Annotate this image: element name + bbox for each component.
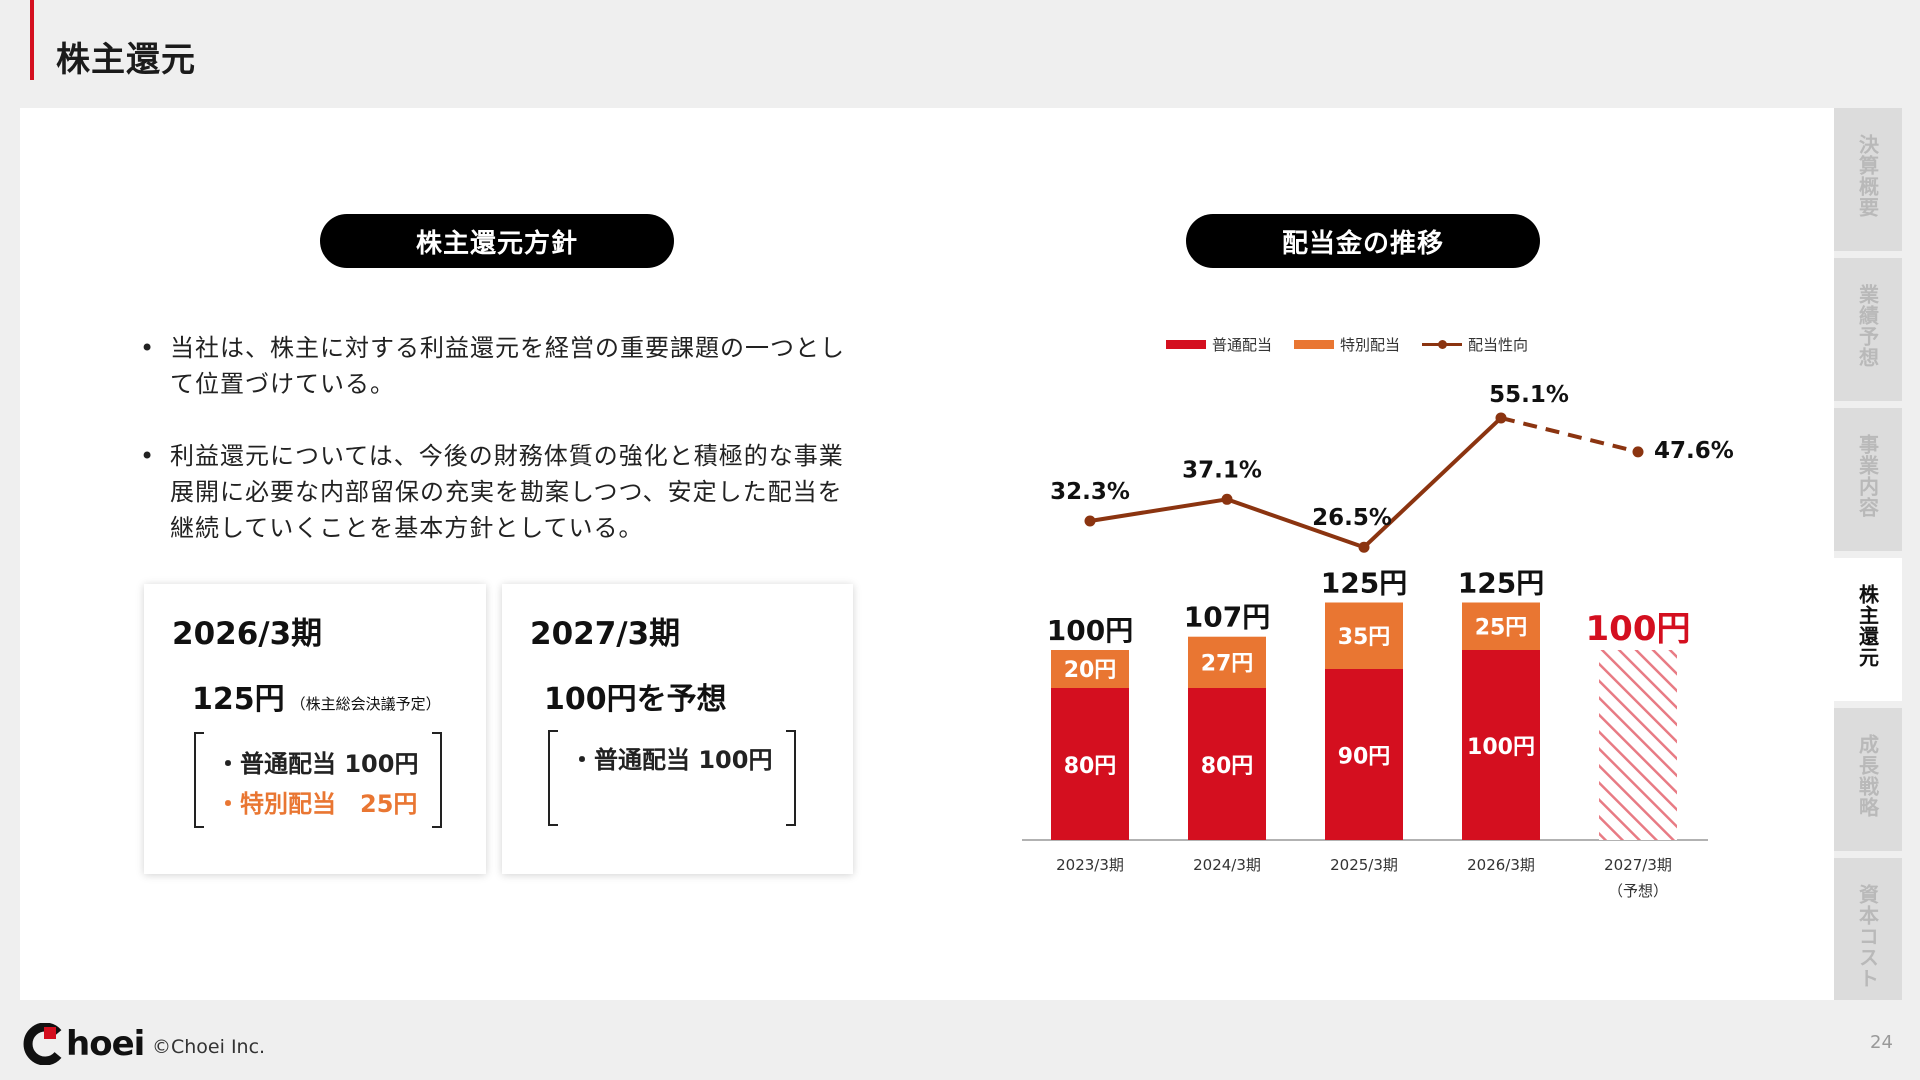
side-tab-summary[interactable]: 決算概要 xyxy=(1834,108,1902,251)
payout-label: 32.3% xyxy=(1050,479,1130,505)
legend-payout: 配当性向 xyxy=(1422,334,1528,355)
policy-bullet-text: 利益還元については、今後の財務体質の強化と積極的な事業展開に必要な内部留保の充実… xyxy=(170,442,844,542)
page-number: 24 xyxy=(1870,1032,1893,1053)
payout-line-forecast-segment xyxy=(1500,416,1639,454)
side-tab-forecast[interactable]: 業績予想 xyxy=(1834,258,1902,401)
side-tab-growth[interactable]: 成長戦略 xyxy=(1834,708,1902,851)
x-tick-label: 2027/3期 xyxy=(1604,856,1672,874)
legend-swatch-line xyxy=(1422,340,1463,349)
bar-total-label: 125円 xyxy=(1458,567,1544,600)
bullet-mark: • xyxy=(140,442,156,470)
payout-label: 47.6% xyxy=(1654,438,1734,464)
dividend-breakdown-bracket: ・普通配当 100円 ・特別配当 25円 xyxy=(194,732,442,828)
payout-point xyxy=(1632,446,1644,458)
payout-point xyxy=(1084,515,1096,527)
bar-ordinary-label: 90円 xyxy=(1338,745,1391,770)
payout-line-segment xyxy=(1226,497,1365,550)
side-tab-business[interactable]: 事業内容 xyxy=(1834,408,1902,551)
legend-special: 特別配当 xyxy=(1294,334,1400,355)
payout-point xyxy=(1221,493,1233,505)
bar-special xyxy=(1462,602,1540,650)
card-period-title: 2026/3期 xyxy=(172,616,323,652)
payout-label: 37.1% xyxy=(1182,457,1262,483)
dividend-card-2027: 2027/3期 100円を予想 ・普通配当 100円 xyxy=(502,584,853,874)
title-accent-bar xyxy=(30,0,34,80)
bar-special-label: 27円 xyxy=(1201,651,1254,676)
card-period-title: 2027/3期 xyxy=(530,616,681,652)
copyright: ©Choei Inc. xyxy=(152,1036,266,1058)
dividend-breakdown-bracket: ・普通配当 100円 xyxy=(548,730,796,826)
bar-ordinary xyxy=(1599,650,1677,840)
company-logo: hoei xyxy=(22,1022,145,1066)
dividend-card-2026: 2026/3期 125円 （株主総会決議予定） ・普通配当 100円 ・特別配当 … xyxy=(144,584,486,874)
bar-ordinary xyxy=(1051,688,1129,840)
ordinary-dividend-line: ・普通配当 100円 xyxy=(216,750,419,778)
bar-special-label: 20円 xyxy=(1064,658,1117,683)
payout-point xyxy=(1495,412,1507,424)
bar-total-label: 107円 xyxy=(1184,601,1270,634)
policy-bullet-list: • 当社は、株主に対する利益還元を経営の重要課題の一つとして位置づけている。 •… xyxy=(140,330,860,582)
side-tab-shareholder-return[interactable]: 株主還元 xyxy=(1834,558,1902,701)
bar-ordinary xyxy=(1462,650,1540,840)
bar-ordinary xyxy=(1188,688,1266,840)
payout-line-segment xyxy=(1362,416,1503,549)
payout-line-segment xyxy=(1089,497,1228,523)
card-amount-value: 125円 xyxy=(192,682,285,717)
policy-bullet-1: • 当社は、株主に対する利益還元を経営の重要課題の一つとして位置づけている。 xyxy=(140,330,860,402)
bar-special-label: 35円 xyxy=(1338,625,1391,650)
bar-special xyxy=(1325,602,1403,669)
bar-total-label: 100円 xyxy=(1047,614,1133,647)
policy-heading-pill: 株主還元方針 xyxy=(320,214,674,268)
bar-total-label: 125円 xyxy=(1321,567,1407,600)
logo-c-icon xyxy=(23,1023,62,1065)
legend-ordinary: 普通配当 xyxy=(1166,334,1272,355)
side-tab-capital-cost[interactable]: 資本コスト xyxy=(1834,858,1902,1000)
bar-ordinary-label: 80円 xyxy=(1064,754,1117,779)
bar-ordinary-label: 80円 xyxy=(1201,754,1254,779)
bar-ordinary xyxy=(1325,669,1403,840)
legend-swatch-red xyxy=(1166,340,1206,349)
x-tick-label: 2024/3期 xyxy=(1193,856,1261,874)
payout-point xyxy=(1358,541,1370,553)
payout-label: 26.5% xyxy=(1312,505,1392,531)
bar-special xyxy=(1051,650,1129,688)
payout-label: 55.1% xyxy=(1489,382,1569,408)
dividend-trend-heading-pill: 配当金の推移 xyxy=(1186,214,1540,268)
legend-label: 普通配当 xyxy=(1212,336,1273,354)
bar-ordinary-label: 100円 xyxy=(1467,735,1535,760)
card-dividend-amount: 125円 （株主総会決議予定） xyxy=(192,674,441,718)
legend-label: 配当性向 xyxy=(1468,336,1529,354)
logo-wordmark: hoei xyxy=(66,1024,145,1064)
bullet-mark: • xyxy=(140,334,156,362)
card-amount-note: （株主総会決議予定） xyxy=(290,695,441,713)
x-tick-label: 2026/3期 xyxy=(1467,856,1535,874)
chart-legend: 普通配当 特別配当 配当性向 xyxy=(1166,334,1528,355)
special-dividend-line: ・特別配当 25円 xyxy=(216,790,418,818)
x-tick-sublabel: （予想） xyxy=(1608,882,1668,900)
page-title: 株主還元 xyxy=(56,40,196,80)
bar-special xyxy=(1188,636,1266,688)
policy-bullet-2: • 利益還元については、今後の財務体質の強化と積極的な事業展開に必要な内部留保の… xyxy=(140,438,860,546)
legend-label: 特別配当 xyxy=(1340,336,1401,354)
x-tick-label: 2025/3期 xyxy=(1330,856,1398,874)
legend-swatch-orange xyxy=(1294,340,1335,349)
ordinary-dividend-line: ・普通配当 100円 xyxy=(570,746,773,774)
policy-bullet-text: 当社は、株主に対する利益還元を経営の重要課題の一つとして位置づけている。 xyxy=(170,334,845,398)
x-tick-label: 2023/3期 xyxy=(1056,856,1124,874)
card-forecast-amount: 100円を予想 xyxy=(544,682,727,717)
bar-total-label: 100円 xyxy=(1586,609,1691,649)
bar-special-label: 25円 xyxy=(1475,615,1528,640)
